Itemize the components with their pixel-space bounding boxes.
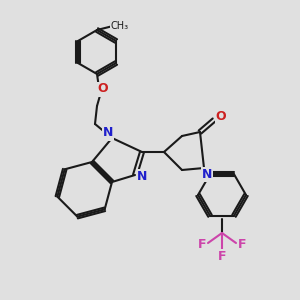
Text: F: F <box>238 238 246 251</box>
Text: O: O <box>98 82 108 95</box>
Text: O: O <box>216 110 226 124</box>
Text: CH₃: CH₃ <box>111 21 129 31</box>
Text: N: N <box>202 167 212 181</box>
Text: N: N <box>103 127 113 140</box>
Text: N: N <box>137 169 147 182</box>
Text: F: F <box>198 238 206 251</box>
Text: F: F <box>218 250 226 262</box>
